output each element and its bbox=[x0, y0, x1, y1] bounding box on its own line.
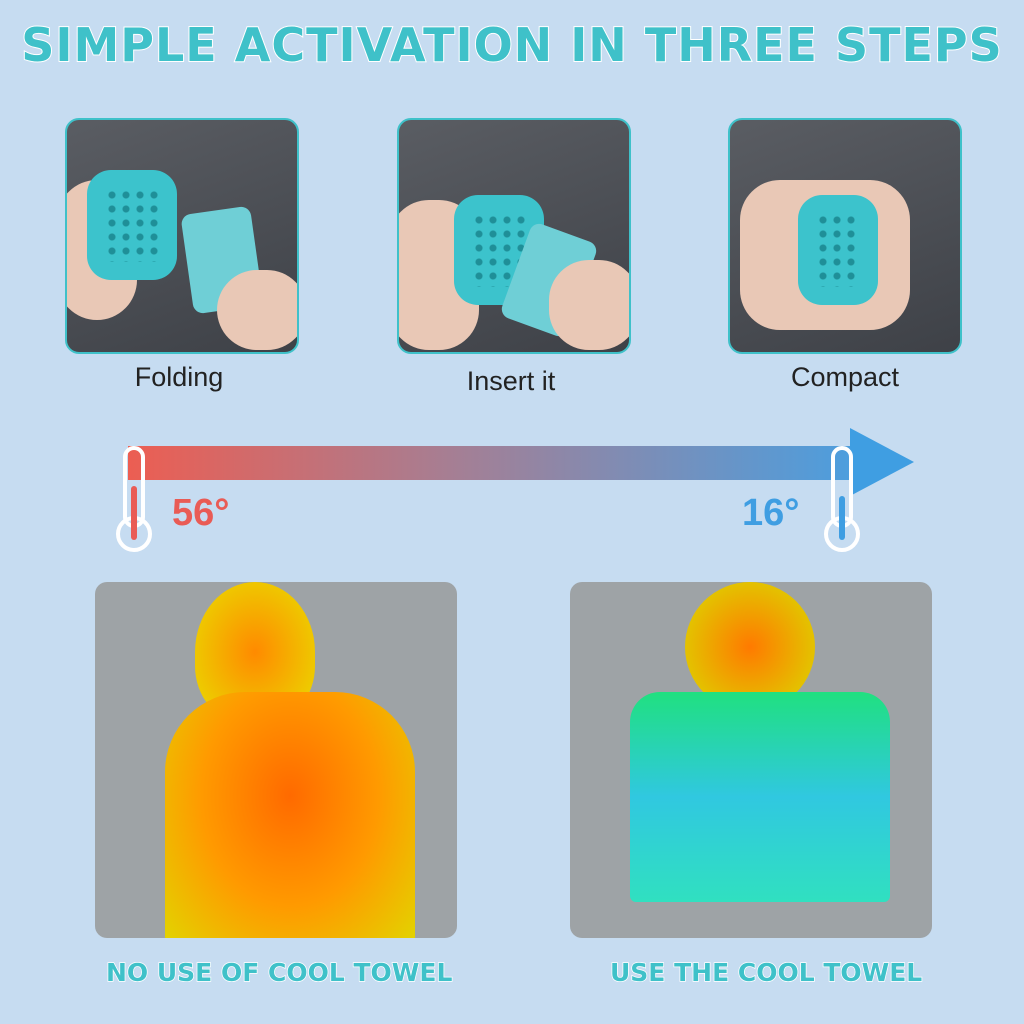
cold-temperature: 16° bbox=[742, 492, 800, 534]
temperature-gradient-bar bbox=[128, 446, 864, 480]
arrow-head-icon bbox=[850, 428, 914, 496]
step-caption-insert: Insert it bbox=[466, 366, 556, 396]
thermal-image-with-towel bbox=[570, 582, 932, 938]
cold-thermometer-icon bbox=[824, 446, 860, 552]
step-caption-compact: Compact bbox=[790, 362, 900, 392]
thermal-image-without-towel bbox=[95, 582, 457, 938]
page-title: SIMPLE ACTIVATION IN THREE STEPS bbox=[20, 17, 1003, 73]
step-caption-folding: Folding bbox=[134, 362, 224, 392]
step-photo-folding bbox=[65, 118, 299, 354]
with-towel-caption: USE THE COOL TOWEL bbox=[609, 957, 923, 988]
without-towel-caption: NO USE OF COOL TOWEL bbox=[105, 957, 453, 988]
hot-temperature: 56° bbox=[172, 492, 230, 534]
hot-thermometer-icon bbox=[116, 446, 152, 552]
step-photo-insert bbox=[397, 118, 631, 354]
step-photo-compact bbox=[728, 118, 962, 354]
